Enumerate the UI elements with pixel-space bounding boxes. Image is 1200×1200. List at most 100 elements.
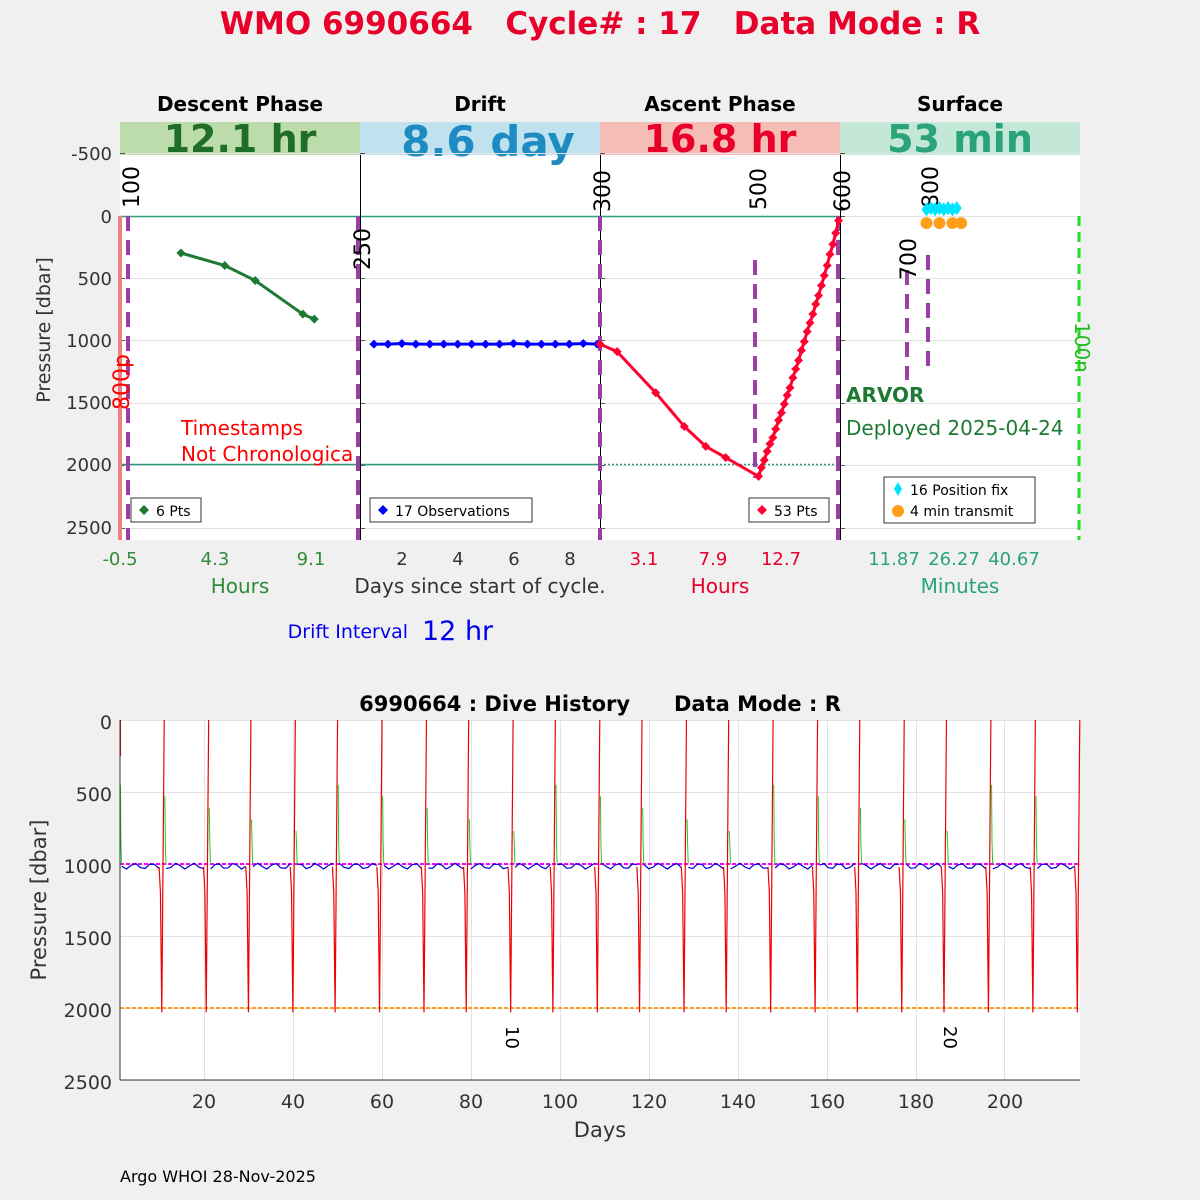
transmit-point	[955, 217, 968, 230]
ascent-data-point	[825, 249, 835, 259]
drift-trace	[210, 862, 247, 870]
dive-history-x-axis: 20 40 60 80 100 120 140 160 180 200 Days	[192, 1091, 1023, 1142]
top-y-tick-label: 2000	[66, 455, 112, 476]
dive-x-tick-label: 200	[987, 1091, 1023, 1113]
dive-x-tick-label: 120	[631, 1091, 667, 1113]
profile-trace	[507, 719, 514, 1013]
drift-trace	[1036, 862, 1076, 870]
surface-x-tick-label: 40.67	[988, 549, 1040, 570]
dive-x-tick-label: 160	[809, 1091, 845, 1113]
event-markers	[126, 216, 1081, 540]
descent-trace	[251, 819, 254, 865]
drift-trace	[992, 862, 1031, 870]
descent-phase-title: Descent Phase	[157, 92, 323, 116]
top-y-tick-label: 0	[101, 207, 112, 228]
descent-data-point	[298, 309, 308, 319]
ascent-data-point	[759, 455, 769, 465]
drift-trace	[339, 862, 378, 870]
descent-trace	[773, 784, 776, 865]
profile-trace	[636, 719, 643, 1013]
surface-grid	[840, 153, 1080, 529]
drift-data-point	[439, 339, 449, 349]
ascent-data-point	[779, 399, 789, 409]
ascent-data-point	[828, 239, 838, 249]
descent-trace	[859, 807, 863, 865]
marker-label-500: 500	[747, 168, 772, 210]
drift-data-point	[453, 339, 463, 349]
descent-trace	[513, 830, 516, 865]
drift-data-point	[578, 338, 588, 348]
drift-data-point	[536, 339, 546, 349]
drift-x-axis-label: Days since start of cycle.	[354, 574, 605, 598]
ascent-data-point	[831, 228, 841, 238]
ascent-data-point	[814, 290, 824, 300]
dive-x-tick-label: 20	[192, 1091, 216, 1113]
top-y-tick-label: -500	[71, 144, 112, 165]
dive-history-title: 6990664 : Dive History Data Mode : R	[359, 692, 841, 716]
profile-trace	[1074, 719, 1081, 1013]
marker-label-300: 300	[591, 170, 616, 212]
marker-label-800: 800	[919, 166, 944, 208]
drift-trace	[514, 862, 551, 870]
legend-diamond-icon	[894, 482, 902, 496]
descent-trace	[1035, 796, 1038, 865]
drift-legend: 17 Observations	[369, 497, 533, 523]
ascent-data-point	[802, 327, 812, 337]
drift-data-point	[397, 338, 407, 348]
main-title: WMO 6990664 Cycle# : 17 Data Mode : R	[220, 6, 981, 42]
drift-data-point	[495, 339, 505, 349]
ascent-x-tick-label: 12.7	[761, 549, 801, 570]
ascent-data-point	[799, 337, 809, 347]
descent-trace	[555, 784, 558, 865]
marker-label-100: 100	[120, 166, 145, 208]
drift-data-point	[550, 339, 560, 349]
descent-trace	[164, 796, 167, 865]
drift-duration-value: 8.6 day	[401, 117, 575, 166]
footer-credit: Argo WHOI 28-Nov-2025	[120, 1167, 316, 1186]
descent-legend: 6 Pts	[130, 497, 202, 523]
drift-trace	[819, 862, 856, 870]
profile-trace	[985, 719, 992, 1013]
descent-trace	[337, 784, 340, 865]
ascent-data-point	[819, 270, 829, 280]
descent-trace	[991, 784, 994, 865]
surface-x-tick-label: 26.27	[928, 549, 980, 570]
descent-trace	[208, 807, 211, 865]
descent-trace	[119, 784, 123, 865]
deployment-date-label: Deployed 2025-04-24	[846, 416, 1064, 440]
ascent-x-axis-label: Hours	[691, 574, 750, 598]
drift-trace	[166, 862, 204, 870]
marker-label-700: 700	[897, 238, 922, 280]
profile-trace	[202, 719, 210, 1013]
ascent-data-point	[679, 421, 689, 431]
ascent-data-point	[651, 388, 661, 398]
ascent-data-point	[782, 390, 792, 400]
profile-trace	[158, 719, 165, 1013]
descent-data-point	[176, 248, 186, 258]
drift-trace	[948, 863, 987, 870]
ascent-data-point	[765, 439, 775, 449]
top-y-tick-label: 500	[78, 269, 112, 290]
descent-trace	[642, 807, 645, 865]
ascent-data-point	[701, 441, 711, 451]
descent-trace	[599, 796, 603, 865]
ascent-series	[595, 216, 844, 481]
drift-phase-title: Drift	[454, 92, 506, 116]
phase-headers: Descent Phase Drift Ascent Phase Surface…	[120, 92, 1080, 166]
drift-data-point	[383, 339, 393, 349]
descent-trace	[468, 819, 471, 865]
surface-legend: 16 Position fix 4 min transmit	[883, 476, 1036, 524]
dive-y-tick-label: 1000	[64, 856, 112, 878]
descent-trace	[728, 830, 731, 865]
drift-trace	[383, 862, 422, 870]
descent-duration-band	[120, 122, 360, 155]
legend-diamond-icon	[378, 505, 388, 515]
ascent-data-point	[808, 309, 818, 319]
descent-trace	[426, 807, 429, 865]
descent-trace	[686, 819, 689, 865]
timestamps-warning-line2: Not Chronologica	[181, 442, 353, 466]
dive-x-tick-label: 40	[281, 1091, 305, 1113]
top-y-axis: -500 0 500 1000 1500 2000 2500 Pressure …	[33, 144, 112, 539]
ascent-data-point	[794, 355, 804, 365]
drift-grid	[360, 153, 600, 529]
